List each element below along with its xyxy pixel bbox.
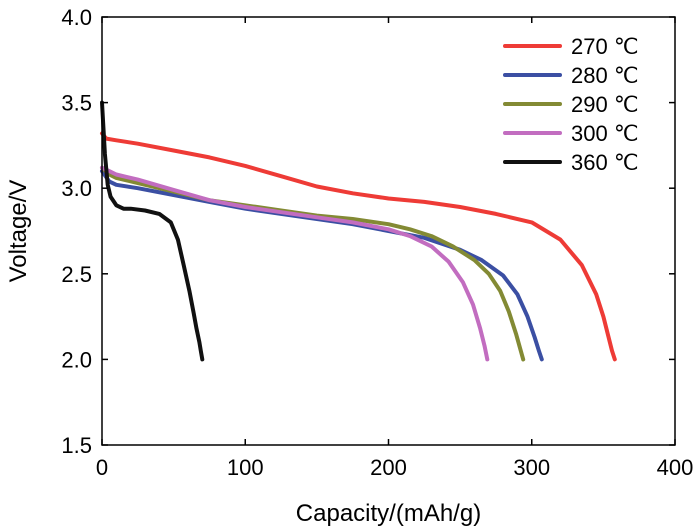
- legend: 270 ℃ 280 ℃ 290 ℃ 300 ℃ 360 ℃: [503, 34, 639, 175]
- x-tick-label: 200: [370, 455, 407, 480]
- legend-label-4: 360 ℃: [571, 150, 639, 175]
- y-tick-label: 3.0: [61, 176, 92, 201]
- plot-area: [100, 100, 617, 362]
- legend-label-2: 290 ℃: [571, 92, 639, 117]
- legend-label-3: 300 ℃: [571, 121, 639, 146]
- y-axis-label: Voltage/V: [5, 180, 32, 283]
- x-tick-label: 300: [513, 455, 550, 480]
- series-line-1: [100, 169, 544, 362]
- series-line-2: [100, 165, 526, 362]
- legend-label-1: 280 ℃: [571, 63, 639, 88]
- x-axis-label: Capacity/(mAh/g): [296, 500, 481, 527]
- x-tick-label: 100: [227, 455, 264, 480]
- series-line-3: [100, 165, 490, 362]
- x-tick-label: 0: [96, 455, 108, 480]
- y-tick-label: 3.5: [61, 91, 92, 116]
- axes: 0 100 200 300 400 1.5 2.0 2.5 3.0 3.5 4.0: [61, 5, 693, 480]
- series-line-0: [100, 131, 617, 362]
- y-tick-label: 2.0: [61, 347, 92, 372]
- y-tick-label: 4.0: [61, 5, 92, 30]
- y-tick-label: 2.5: [61, 262, 92, 287]
- series-line-4: [100, 100, 205, 362]
- legend-label-0: 270 ℃: [571, 34, 639, 59]
- y-tick-label: 1.5: [61, 433, 92, 458]
- x-tick-label: 400: [657, 455, 694, 480]
